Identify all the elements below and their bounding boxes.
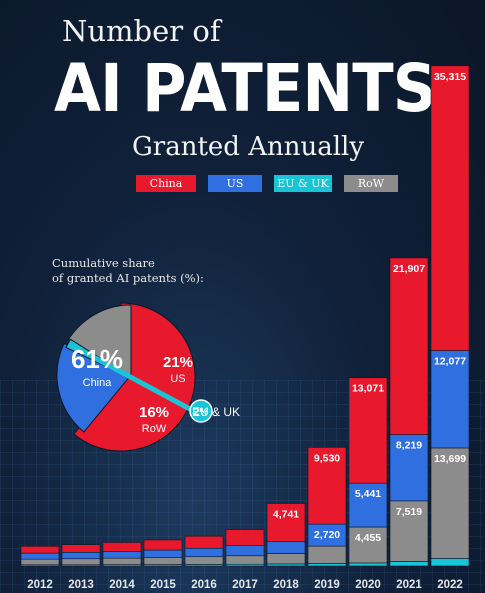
legend-item-us: US (208, 175, 262, 192)
bar-china-2012 (20, 545, 60, 554)
x-tick-2020: 2020 (355, 579, 381, 591)
bar-us-2017 (225, 545, 265, 557)
title-main: AI PATENTS (54, 50, 437, 127)
bar-us-2012 (20, 552, 60, 560)
data-label-china-2021: 21,907 (393, 263, 425, 275)
bar-china-2016 (184, 535, 224, 549)
x-tick-2013: 2013 (68, 579, 94, 591)
pie-leader-line (83, 350, 192, 412)
data-label-us-2020: 5,441 (355, 488, 381, 500)
data-label-us-2021: 8,219 (396, 440, 422, 452)
bar-china-2021 (389, 257, 429, 435)
x-tick-2017: 2017 (232, 579, 258, 591)
pie-pct-row: 16% (139, 404, 169, 421)
bar-row-2020 (348, 526, 388, 564)
bar-us-2014 (102, 551, 142, 559)
x-tick-2022: 2022 (437, 579, 463, 591)
legend-item-eu-uk: EU & UK (274, 175, 332, 192)
bar-row-2022 (430, 447, 470, 559)
bar-row-2019 (307, 545, 347, 564)
data-label-row-2021: 7,519 (396, 506, 422, 518)
title-line-1: Number of (62, 14, 221, 48)
pie-pct-us: 21% (163, 354, 193, 371)
bar-series-group: 4,741 2,720 9,530 4,455 5,441 13,071 7,519 8,21… (20, 65, 470, 567)
bar-us-2020 (348, 482, 388, 528)
title-line-3: Granted Annually (132, 132, 365, 162)
x-axis-labels: 2012 2013 2014 2015 2016 2017 2018 2019 2020 2021… (27, 579, 463, 591)
bar-row-2015 (143, 557, 183, 565)
legend-item-row: RoW (344, 175, 398, 192)
pie-pct-china: 61% (71, 344, 123, 374)
bar-china-2020 (348, 377, 388, 484)
bar-us-2013 (61, 551, 101, 560)
data-label-china-2022: 35,315 (434, 71, 466, 83)
data-label-us-2022: 12,077 (434, 356, 466, 368)
bar-eu-uk-2022 (430, 558, 470, 567)
pie-pct-eu-uk: 2% (194, 407, 209, 418)
bar-china-2019 (307, 447, 347, 525)
bar-row-2018 (266, 553, 306, 565)
bar-china-2017 (225, 529, 265, 546)
bar-us-2015 (143, 549, 183, 558)
pie-slice-row (67, 304, 132, 380)
bar-eu-uk-2019 (307, 563, 347, 567)
bar-eu-uk-2021 (389, 561, 429, 567)
x-tick-2015: 2015 (150, 579, 176, 591)
legend-item-china: China (136, 175, 196, 192)
data-label-china-2020: 13,071 (352, 383, 384, 395)
bar-us-2021 (389, 434, 429, 502)
bar-us-2018 (266, 541, 306, 554)
pie-slice-us (56, 342, 132, 433)
bar-us-2016 (184, 547, 224, 558)
bar-row-2013 (61, 558, 101, 566)
pie-name-us: US (170, 373, 185, 385)
bar-us-2022 (430, 350, 470, 449)
x-tick-2012: 2012 (27, 579, 53, 591)
pie-name-china: China (83, 377, 113, 389)
bar-china-2022 (430, 65, 470, 351)
bar-row-2017 (225, 555, 265, 565)
bar-china-2013 (61, 544, 101, 553)
data-label-us-2019: 2,720 (314, 529, 340, 541)
bar-eu-uk-2020 (348, 562, 388, 567)
legend: China US EU & UK RoW (136, 175, 398, 192)
bar-china-2015 (143, 539, 183, 551)
pie-chart: 61% China 21% US 16% RoW 2%EU & UK (56, 302, 240, 452)
bar-eu-uk-2018 (266, 563, 306, 567)
data-label-row-2020: 4,455 (355, 532, 381, 544)
data-label-row-2022: 13,699 (434, 453, 466, 465)
pie-name-row: RoW (142, 423, 167, 435)
pie-title: Cumulative share of granted AI patents (… (52, 256, 204, 285)
x-tick-2014: 2014 (109, 579, 135, 591)
bar-row-2014 (102, 557, 142, 565)
bar-row-2016 (184, 556, 224, 565)
x-tick-2021: 2021 (396, 579, 422, 591)
x-tick-2019: 2019 (314, 579, 340, 591)
bar-china-2014 (102, 542, 142, 552)
bar-china-2018 (266, 503, 306, 543)
data-label-china-2019: 9,530 (314, 452, 340, 464)
bar-row-2012 (20, 558, 60, 566)
data-label-china-2018: 4,741 (273, 508, 299, 520)
pie-callout-eu-uk (189, 399, 213, 423)
x-tick-2016: 2016 (191, 579, 217, 591)
pie-name-eu-uk: EU & UK (192, 405, 240, 419)
bar-row-2021 (389, 500, 429, 562)
x-tick-2018: 2018 (273, 579, 299, 591)
